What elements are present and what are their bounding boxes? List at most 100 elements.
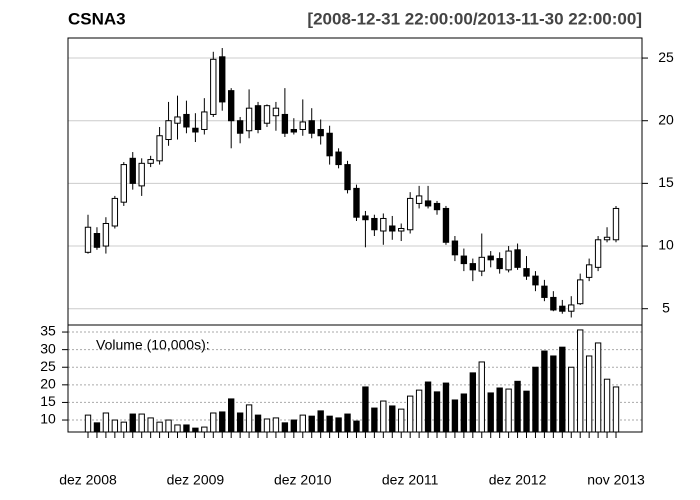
candle-body (460, 255, 468, 265)
volume-bar (487, 392, 494, 433)
volume-bar (389, 405, 396, 433)
volume-bar (505, 388, 512, 433)
volume-bar (263, 418, 271, 433)
volume-bar (210, 412, 217, 433)
candle-body (308, 120, 315, 134)
volume-bar (603, 378, 611, 433)
volume-bar (550, 355, 557, 433)
candle-body (192, 127, 199, 133)
volume-panel-frame (67, 324, 643, 433)
candle-body (165, 120, 172, 141)
volume-bar (228, 398, 235, 433)
candle-body (201, 111, 208, 130)
volume-bar (290, 419, 298, 433)
candle-body (487, 255, 494, 261)
volume-bar (371, 407, 378, 433)
candle-body (612, 207, 620, 241)
chart-title: CSNA3 (68, 9, 126, 28)
y-tick-label: 5 (662, 299, 670, 315)
candle-body (469, 263, 476, 271)
candle-body (398, 227, 405, 232)
candle-body (478, 256, 485, 272)
volume-bar (398, 408, 405, 433)
candle-body (442, 207, 450, 243)
candle-body (210, 58, 217, 115)
candle-body (102, 222, 110, 247)
candle-body (254, 105, 262, 130)
volume-bar (523, 390, 530, 433)
volume-bar (335, 417, 342, 433)
volume-bar (102, 412, 110, 433)
candle-body (371, 217, 378, 231)
candle-body (424, 200, 432, 207)
volume-bar (201, 426, 208, 433)
candle-body (541, 285, 548, 298)
volume-bar (84, 414, 92, 433)
y-tick-label: 20 (658, 111, 674, 127)
candle-body (532, 275, 539, 286)
volume-bar (317, 410, 324, 433)
volume-bar (496, 387, 503, 433)
candle-body (505, 250, 512, 271)
volume-bar (254, 414, 262, 433)
volume-bar (353, 420, 360, 433)
volume-bar (236, 412, 244, 433)
volume-bar (183, 424, 190, 433)
volume-bar (326, 415, 333, 433)
volume-bar (532, 366, 539, 433)
volume-bar (568, 366, 575, 433)
volume-bar (577, 329, 584, 433)
volume-bar (424, 381, 432, 433)
volume-bar (138, 413, 145, 433)
candle-body (129, 157, 136, 184)
candle-body (245, 107, 253, 132)
y-tick-label: 35 (40, 323, 56, 339)
candle-body (568, 304, 575, 312)
candle-body (290, 128, 298, 133)
volume-bar (362, 386, 369, 433)
candle-body (496, 258, 503, 270)
x-tick-label: dez 2009 (167, 472, 225, 488)
volume-bar (245, 404, 253, 433)
y-tick-label: 30 (40, 340, 56, 356)
candle-body (451, 240, 459, 256)
y-tick-label: 15 (658, 174, 674, 190)
volume-bar (406, 395, 414, 433)
candle-body (389, 225, 396, 232)
x-tick-label: dez 2008 (59, 472, 117, 488)
x-tick-label: dez 2011 (382, 472, 439, 488)
volume-bar (174, 424, 181, 433)
volume-bar (612, 386, 620, 433)
volume-bar (451, 399, 459, 433)
x-tick-label: dez 2010 (274, 472, 332, 488)
candle-body (219, 56, 226, 103)
candle-body (380, 217, 387, 232)
volume-bar (442, 382, 450, 433)
candle-body (84, 226, 92, 253)
volume-bar (272, 417, 280, 433)
candle-body (326, 132, 333, 157)
candle-body (272, 107, 280, 117)
candle-body (111, 197, 119, 227)
volume-bar (594, 342, 602, 433)
candle-body (93, 233, 101, 248)
y-tick-label: 10 (658, 237, 674, 253)
candle-body (362, 215, 369, 221)
volume-bar (541, 350, 548, 433)
x-tick-label: dez 2012 (489, 472, 547, 488)
volume-bar (156, 421, 163, 433)
volume-bar (514, 380, 521, 433)
volume-bar (281, 422, 289, 433)
candle-body (594, 239, 602, 268)
y-tick-label: 25 (658, 49, 674, 65)
volume-bar (478, 361, 485, 433)
volume-bar (415, 389, 423, 433)
volume-bar (299, 414, 306, 433)
y-tick-label: 15 (40, 393, 56, 409)
chart-subtitle: [2008-12-31 22:00:00/2013-11-30 22:00:00… (307, 9, 642, 28)
candle-body (228, 90, 235, 122)
volume-bar (219, 411, 226, 433)
candle-body (585, 264, 593, 278)
candle-body (299, 121, 306, 130)
